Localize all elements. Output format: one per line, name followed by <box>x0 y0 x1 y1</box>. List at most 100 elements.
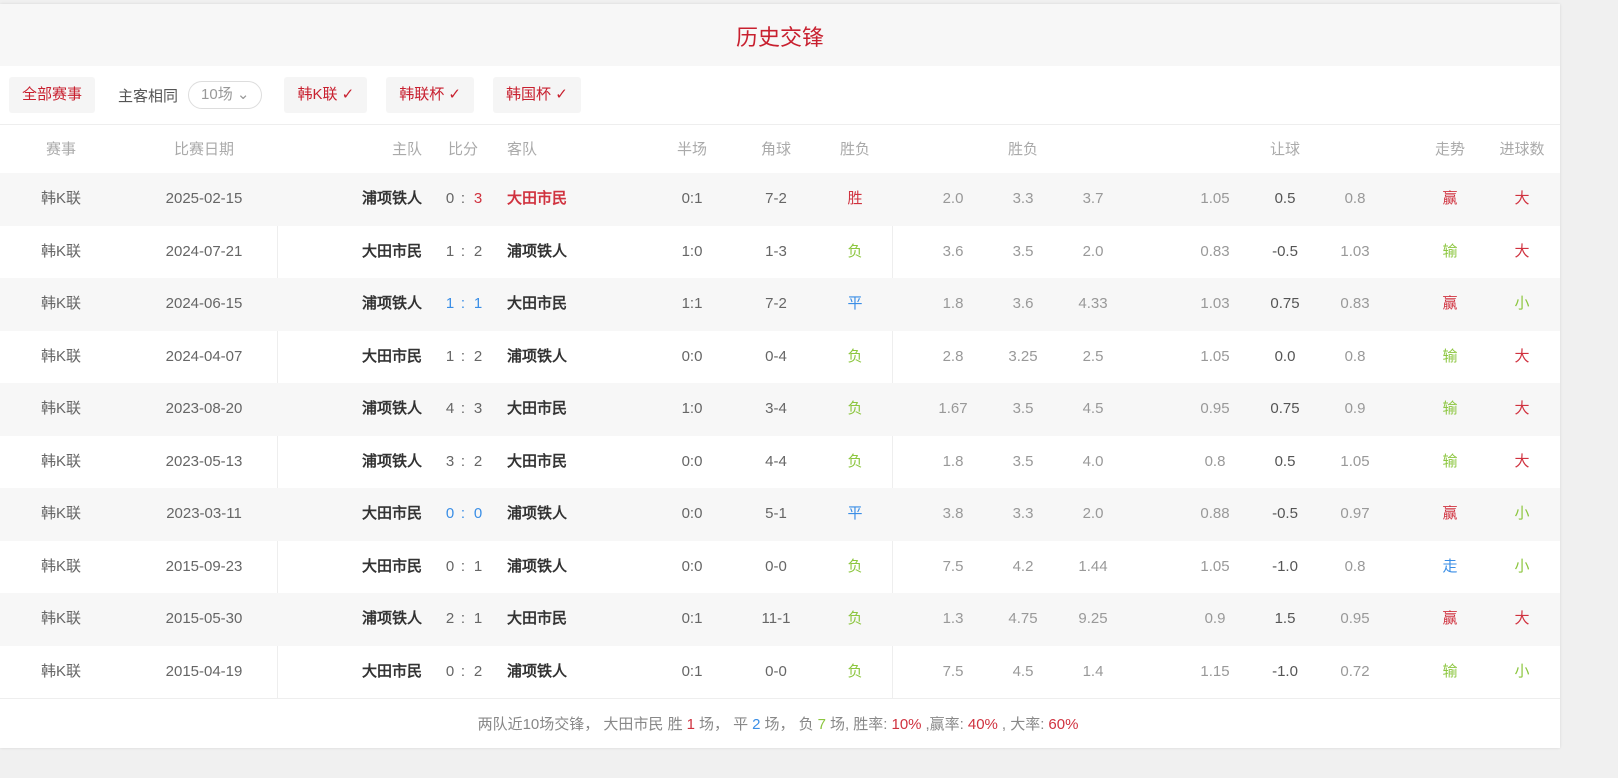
corners: 0-0 <box>765 557 787 575</box>
league-cell: 韩K联 <box>40 242 82 260</box>
trend: 输 <box>1442 452 1458 470</box>
table-row[interactable]: 韩K联 2023-05-13 浦项铁人 3:2 大田市民 0:0 4-4 负 1.8 3.5 4.0… <box>0 436 1560 489</box>
corners: 7-2 <box>765 295 787 312</box>
league-filter-fa-cup[interactable]: 韩国杯 ✓ <box>493 77 581 113</box>
trend: 赢 <box>1442 190 1458 207</box>
odds-home: 3.6 <box>942 242 964 260</box>
result: 负 <box>847 347 863 365</box>
table-row[interactable]: 韩K联 2025-02-15 浦项铁人 0:3 大田市民 0:1 7-2 胜 2.0 3.3 3.7… <box>0 173 1560 226</box>
home-team: 浦项铁人 <box>361 400 422 417</box>
score-sep: : <box>460 295 466 312</box>
all-competitions-button[interactable]: 全部赛事 <box>9 77 96 113</box>
table-row[interactable]: 韩K联 2024-07-21 大田市民 1:2 浦项铁人 1:0 1-3 负 3.6 3.5 2.0… <box>0 226 1560 279</box>
handicap-home: 0.8 <box>1204 452 1226 470</box>
check-icon: ✓ <box>448 86 461 103</box>
odds-away: 4.5 <box>1082 400 1104 417</box>
away-score: 1 <box>473 557 483 575</box>
table-row[interactable]: 韩K联 2015-05-30 浦项铁人 2:1 大田市民 0:1 11-1 负 1.3 4.75 9… <box>0 593 1560 646</box>
odds-home: 3.8 <box>942 505 964 522</box>
home-score: 0 <box>445 662 455 680</box>
odds-away: 2.0 <box>1082 505 1104 522</box>
corners: 11-1 <box>761 610 791 627</box>
score-sep: : <box>460 505 466 522</box>
score-sep: : <box>460 400 466 417</box>
odds-home: 2.0 <box>942 190 964 207</box>
corners: 0-0 <box>765 662 787 680</box>
score-sep: : <box>460 347 466 365</box>
odds-away: 4.33 <box>1078 295 1108 312</box>
odds-away: 2.0 <box>1082 242 1104 260</box>
league-cell: 韩K联 <box>40 610 82 627</box>
handicap-home: 1.03 <box>1200 295 1230 312</box>
score-sep: : <box>460 610 466 627</box>
handicap-home: 0.83 <box>1200 242 1230 260</box>
table-row[interactable]: 韩K联 2023-03-11 大田市民 0:0 浦项铁人 0:0 5-1 平 3.8 3.3 2.0… <box>0 488 1560 541</box>
date-cell: 2015-09-23 <box>165 557 243 575</box>
trend: 赢 <box>1442 295 1458 312</box>
home-team: 浦项铁人 <box>361 295 422 312</box>
away-score: 2 <box>473 662 483 680</box>
header-odds: 胜负 <box>1007 141 1039 158</box>
goals: 小 <box>1514 662 1530 680</box>
table-row[interactable]: 韩K联 2024-06-15 浦项铁人 1:1 大田市民 1:1 7-2 平 1.8 3.6 4.3… <box>0 278 1560 331</box>
home-score: 1 <box>445 242 455 260</box>
handicap-away: 0.72 <box>1340 662 1370 680</box>
away-team: 浦项铁人 <box>507 557 568 575</box>
goals: 大 <box>1514 347 1530 365</box>
handicap-home: 1.05 <box>1200 557 1230 575</box>
match-count-select[interactable]: 10场 ⌄ <box>188 81 263 109</box>
away-team: 大田市民 <box>507 452 568 470</box>
table-row[interactable]: 韩K联 2023-08-20 浦项铁人 4:3 大田市民 1:0 3-4 负 1.67 3.5 4.… <box>0 383 1560 436</box>
home-team: 大田市民 <box>361 347 422 365</box>
handicap-line: 1.5 <box>1274 610 1296 627</box>
handicap-home: 1.15 <box>1200 662 1230 680</box>
away-team: 大田市民 <box>507 610 568 627</box>
odds-draw: 3.5 <box>1012 452 1034 470</box>
handicap-away: 1.03 <box>1340 242 1370 260</box>
corners: 4-4 <box>765 452 787 470</box>
home-score: 1 <box>445 347 455 365</box>
table-row[interactable]: 韩K联 2024-04-07 大田市民 1:2 浦项铁人 0:0 0-4 负 2.8 3.25 2.… <box>0 331 1560 384</box>
home-team: 大田市民 <box>361 242 422 260</box>
league-filter-kleague[interactable]: 韩K联 ✓ <box>284 77 368 113</box>
handicap-line: 0.75 <box>1270 295 1300 312</box>
away-score: 1 <box>473 610 483 627</box>
table-row[interactable]: 韩K联 2015-09-23 大田市民 0:1 浦项铁人 0:0 0-0 负 7.5 4.2 1.4… <box>0 541 1560 594</box>
handicap-home: 0.88 <box>1200 505 1230 522</box>
handicap-line: -1.0 <box>1272 662 1298 680</box>
header-goals: 进球数 <box>1499 141 1545 158</box>
home-team: 浦项铁人 <box>361 190 422 207</box>
handicap-home: 1.05 <box>1200 347 1230 365</box>
same-venue-toggle[interactable]: 主客相同 <box>118 87 179 105</box>
odds-draw: 4.5 <box>1012 662 1034 680</box>
goals: 大 <box>1514 190 1530 207</box>
table-row[interactable]: 韩K联 2015-04-19 大田市民 0:2 浦项铁人 0:1 0-0 负 7.5 4.5 1.4… <box>0 646 1560 699</box>
league-cell: 韩K联 <box>40 662 82 680</box>
result: 胜 <box>847 190 863 207</box>
match-table: 韩K联 2025-02-15 浦项铁人 0:3 大田市民 0:1 7-2 胜 2.0 3.3 3.7… <box>0 173 1560 698</box>
handicap-home: 0.9 <box>1204 610 1226 627</box>
handicap-away: 0.83 <box>1340 295 1370 312</box>
result: 负 <box>847 242 863 260</box>
league-cell: 韩K联 <box>40 295 82 312</box>
handicap-line: 0.5 <box>1274 452 1296 470</box>
handicap-line: -0.5 <box>1272 505 1298 522</box>
header-date: 比赛日期 <box>173 141 235 158</box>
league-cell: 韩K联 <box>40 400 82 417</box>
half-score: 1:1 <box>681 295 703 312</box>
divider <box>892 173 893 698</box>
result: 平 <box>847 505 863 522</box>
odds-home: 1.8 <box>942 295 964 312</box>
handicap-away: 0.8 <box>1344 347 1366 365</box>
odds-draw: 3.25 <box>1008 347 1038 365</box>
result: 平 <box>847 295 863 312</box>
odds-home: 7.5 <box>942 557 964 575</box>
handicap-line: 0.75 <box>1270 400 1300 417</box>
handicap-away: 0.9 <box>1344 400 1366 417</box>
league-filter-league-cup[interactable]: 韩联杯 ✓ <box>386 77 474 113</box>
trend: 输 <box>1442 242 1458 260</box>
half-score: 0:1 <box>681 662 703 680</box>
half-score: 1:0 <box>681 242 703 260</box>
home-score: 2 <box>445 610 455 627</box>
corners: 0-4 <box>765 347 787 365</box>
